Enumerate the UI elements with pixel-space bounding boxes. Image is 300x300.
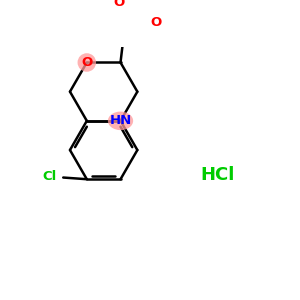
Text: O: O <box>81 56 92 69</box>
Text: HCl: HCl <box>200 166 235 184</box>
Text: Cl: Cl <box>42 170 56 183</box>
Ellipse shape <box>77 53 96 72</box>
Text: HN: HN <box>110 114 132 128</box>
Ellipse shape <box>108 112 133 130</box>
Text: O: O <box>113 0 124 9</box>
Text: O: O <box>150 16 161 29</box>
